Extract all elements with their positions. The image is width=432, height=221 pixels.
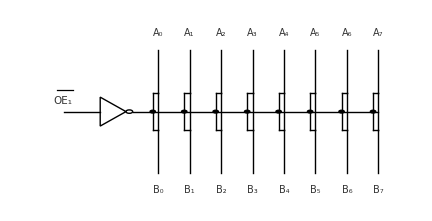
Circle shape (276, 110, 281, 113)
Text: B₇: B₇ (373, 185, 384, 195)
Circle shape (339, 110, 344, 113)
Text: B₅: B₅ (310, 185, 321, 195)
Text: B₆: B₆ (342, 185, 352, 195)
Text: A₇: A₇ (373, 29, 384, 38)
Text: A₂: A₂ (216, 29, 226, 38)
Circle shape (370, 110, 376, 113)
Circle shape (308, 110, 313, 113)
Text: B₂: B₂ (216, 185, 226, 195)
Text: B₃: B₃ (247, 185, 258, 195)
Text: OE₁: OE₁ (54, 97, 73, 107)
Text: B₁: B₁ (184, 185, 195, 195)
Circle shape (245, 110, 250, 113)
Circle shape (150, 110, 156, 113)
Text: A₀: A₀ (153, 29, 163, 38)
Text: B₄: B₄ (279, 185, 289, 195)
Text: A₃: A₃ (247, 29, 258, 38)
Text: A₄: A₄ (279, 29, 289, 38)
Text: A₅: A₅ (310, 29, 321, 38)
Circle shape (213, 110, 219, 113)
Text: A₁: A₁ (184, 29, 195, 38)
Text: A₆: A₆ (342, 29, 352, 38)
Text: B₀: B₀ (153, 185, 163, 195)
Circle shape (181, 110, 187, 113)
